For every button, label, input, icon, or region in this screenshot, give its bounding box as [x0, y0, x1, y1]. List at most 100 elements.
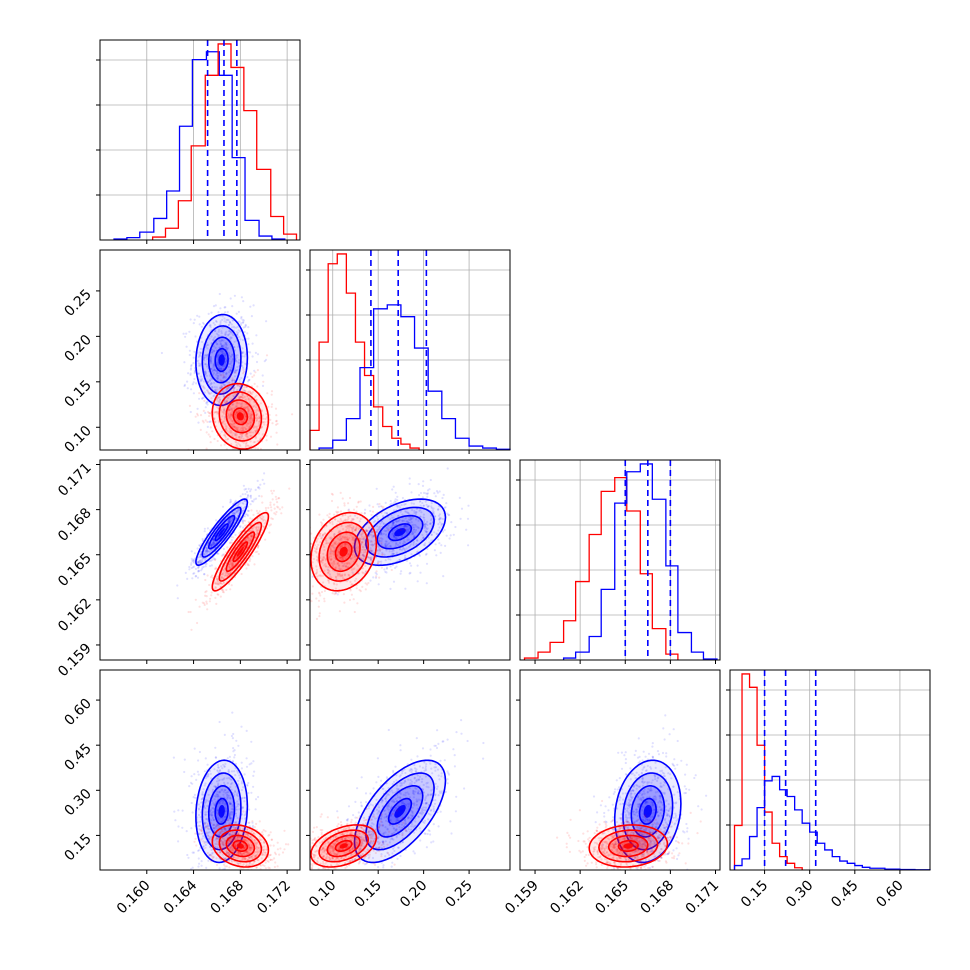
sample-point: [229, 541, 232, 544]
sample-point: [243, 417, 246, 420]
sample-point: [325, 539, 328, 543]
sample-point: [452, 533, 455, 536]
sample-point: [210, 386, 214, 389]
contour-blue: [201, 325, 242, 395]
sample-point: [263, 360, 266, 363]
sample-point: [209, 355, 213, 358]
sample-point: [278, 497, 281, 500]
sample-point: [244, 515, 247, 518]
sample-point: [251, 535, 254, 538]
sample-point: [374, 519, 377, 523]
sample-point: [208, 894, 210, 896]
sample-point: [338, 573, 341, 576]
sample-point: [199, 347, 202, 350]
sample-point: [250, 418, 253, 421]
sample-point: [412, 528, 416, 531]
sample-point: [223, 574, 226, 577]
sample-point: [177, 825, 180, 828]
sample-point: [354, 514, 357, 517]
sample-point: [202, 553, 206, 556]
sample-point: [253, 382, 256, 385]
sample-point: [240, 572, 243, 576]
sample-point: [360, 541, 363, 544]
sample-point: [217, 583, 220, 586]
sample-point: [216, 361, 219, 364]
contour-blue: [208, 514, 236, 550]
sample-point: [354, 528, 357, 532]
sample-point: [202, 385, 205, 388]
sample-point: [227, 396, 230, 399]
sample-point: [188, 349, 191, 352]
sample-point: [421, 501, 424, 505]
sample-point: [198, 354, 201, 357]
sample-point: [230, 520, 233, 523]
sample-point: [379, 532, 382, 536]
sample-point: [226, 318, 229, 321]
sample-point: [409, 518, 412, 521]
sample-point: [408, 516, 411, 519]
sample-point: [189, 410, 192, 414]
sample-point: [244, 390, 247, 393]
sample-point: [237, 419, 240, 422]
sample-point: [228, 408, 231, 411]
sample-point: [443, 506, 446, 509]
sample-point: [226, 310, 229, 314]
sample-point: [232, 387, 235, 390]
sample-point: [206, 456, 208, 458]
sample-point: [434, 543, 437, 546]
sample-point: [212, 369, 215, 372]
sample-point: [209, 388, 212, 391]
sample-point: [231, 423, 235, 426]
sample-point: [221, 415, 224, 418]
sample-point: [242, 519, 245, 522]
sample-point: [240, 395, 243, 399]
sample-point: [423, 518, 426, 522]
sample-point: [339, 537, 342, 540]
sample-point: [226, 381, 229, 384]
sample-point: [411, 524, 414, 527]
sample-point: [213, 330, 217, 333]
sample-point: [387, 527, 390, 530]
sample-point: [238, 508, 241, 511]
sample-point: [276, 422, 279, 425]
sample-point: [196, 547, 199, 550]
sample-point: [278, 508, 281, 511]
sample-point: [215, 319, 218, 323]
sample-point: [232, 747, 235, 750]
sample-point: [327, 579, 330, 582]
sample-point: [245, 441, 248, 444]
sample-point: [383, 568, 386, 571]
sample-point: [346, 536, 349, 539]
sample-point: [388, 550, 391, 553]
sample-point: [224, 354, 227, 357]
sample-point: [207, 550, 210, 553]
sample-point: [234, 434, 237, 437]
sample-point: [243, 499, 246, 503]
sample-point: [233, 425, 236, 428]
sample-point: [377, 546, 380, 549]
sample-point: [271, 422, 274, 425]
sample-point: [206, 381, 209, 384]
sample-point: [275, 599, 277, 601]
sample-point: [384, 542, 387, 545]
histogram-blue: [562, 463, 718, 660]
sample-point: [395, 543, 398, 546]
sample-point: [382, 532, 385, 535]
sample-point: [229, 330, 232, 333]
sample-point: [372, 521, 375, 524]
sample-point: [193, 318, 196, 321]
sample-point: [233, 371, 236, 374]
sample-point: [400, 503, 403, 507]
sample-point: [212, 540, 216, 543]
sample-point: [414, 528, 418, 532]
contour-blue: [201, 506, 242, 558]
sample-point: [228, 520, 231, 523]
sample-point: [210, 311, 213, 314]
sample-point: [254, 536, 257, 539]
sample-point: [209, 420, 212, 423]
sample-point: [239, 385, 242, 388]
sample-point: [431, 509, 434, 512]
sample-point: [340, 568, 343, 571]
sample-point: [412, 542, 415, 545]
sample-point: [302, 539, 304, 541]
